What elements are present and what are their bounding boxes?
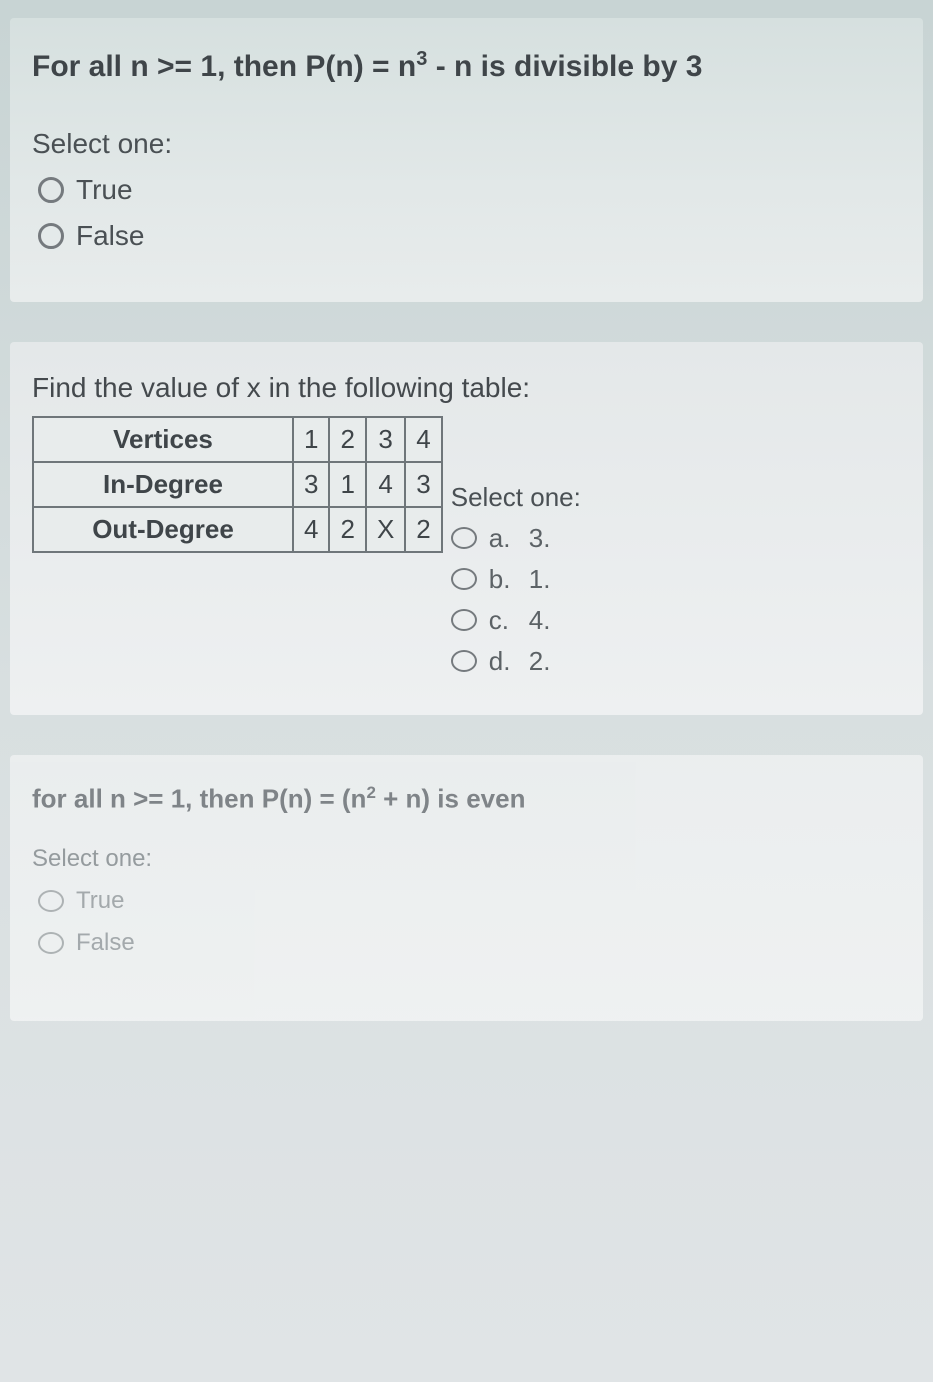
- q2-answer-block: Select one: a. 3. b. 1. c. 4.: [449, 482, 581, 687]
- radio-icon[interactable]: [38, 932, 64, 954]
- q1-option-label: False: [76, 220, 144, 252]
- table-cell: 4: [405, 417, 441, 462]
- table-cell: X: [366, 507, 405, 552]
- q3-title-prefix: for all n >= 1, then P(n) = (n: [32, 784, 366, 814]
- q1-option-true[interactable]: True: [38, 174, 901, 206]
- q3-option-label: True: [76, 887, 124, 915]
- q2-body: Vertices 1 2 3 4 In-Degree 3 1 4 3 Out-D…: [32, 416, 901, 687]
- q1-title-prefix: For all n >= 1, then P(n) = n: [32, 50, 416, 83]
- radio-icon[interactable]: [38, 177, 64, 203]
- question-2-title: Find the value of x in the following tab…: [32, 370, 901, 406]
- q2-prompt: Select one:: [451, 482, 581, 513]
- q1-option-label: True: [76, 174, 133, 206]
- q2-option-c[interactable]: c. 4.: [451, 605, 581, 636]
- option-value: 3.: [529, 523, 551, 554]
- q2-option-b[interactable]: b. 1.: [451, 564, 581, 595]
- row-header-outdegree: Out-Degree: [33, 507, 293, 552]
- q1-prompt: Select one:: [32, 128, 901, 160]
- option-value: 2.: [529, 646, 551, 677]
- table-cell: 2: [329, 507, 365, 552]
- radio-icon[interactable]: [38, 223, 64, 249]
- q3-options: True False: [38, 887, 901, 957]
- radio-icon[interactable]: [38, 890, 64, 912]
- q3-title-exp: 2: [366, 783, 375, 802]
- radio-icon[interactable]: [451, 568, 477, 590]
- radio-icon[interactable]: [451, 650, 477, 672]
- table-row: In-Degree 3 1 4 3: [33, 462, 442, 507]
- table-cell: 1: [293, 417, 329, 462]
- table-row: Vertices 1 2 3 4: [33, 417, 442, 462]
- q2-options: a. 3. b. 1. c. 4. d. 2.: [451, 523, 581, 677]
- table-cell: 4: [293, 507, 329, 552]
- row-header-indegree: In-Degree: [33, 462, 293, 507]
- degree-table: Vertices 1 2 3 4 In-Degree 3 1 4 3 Out-D…: [32, 416, 443, 553]
- radio-icon[interactable]: [451, 527, 477, 549]
- radio-icon[interactable]: [451, 609, 477, 631]
- q2-option-d[interactable]: d. 2.: [451, 646, 581, 677]
- q3-option-false[interactable]: False: [38, 929, 901, 957]
- option-value: 4.: [529, 605, 551, 636]
- option-letter: c.: [489, 605, 517, 636]
- table-cell: 4: [366, 462, 405, 507]
- q1-option-false[interactable]: False: [38, 220, 901, 252]
- q3-option-label: False: [76, 929, 135, 957]
- table-cell: 2: [329, 417, 365, 462]
- table-cell: 3: [405, 462, 441, 507]
- table-row: Out-Degree 4 2 X 2: [33, 507, 442, 552]
- table-cell: 3: [366, 417, 405, 462]
- q3-title-suffix: + n) is even: [376, 784, 526, 814]
- q1-options: True False: [38, 174, 901, 252]
- question-3-card: for all n >= 1, then P(n) = (n2 + n) is …: [10, 755, 923, 1021]
- q1-title-exp: 3: [416, 48, 427, 70]
- question-1-card: For all n >= 1, then P(n) = n3 - n is di…: [10, 18, 923, 302]
- q2-option-a[interactable]: a. 3.: [451, 523, 581, 554]
- question-3-title: for all n >= 1, then P(n) = (n2 + n) is …: [32, 783, 901, 815]
- option-letter: b.: [489, 564, 517, 595]
- option-letter: a.: [489, 523, 517, 554]
- table-cell: 2: [405, 507, 441, 552]
- option-letter: d.: [489, 646, 517, 677]
- q3-option-true[interactable]: True: [38, 887, 901, 915]
- question-1-title: For all n >= 1, then P(n) = n3 - n is di…: [32, 46, 901, 88]
- table-cell: 1: [329, 462, 365, 507]
- question-2-card: Find the value of x in the following tab…: [10, 342, 923, 715]
- row-header-vertices: Vertices: [33, 417, 293, 462]
- q1-title-suffix: - n is divisible by 3: [427, 50, 702, 83]
- table-cell: 3: [293, 462, 329, 507]
- option-value: 1.: [529, 564, 551, 595]
- q3-prompt: Select one:: [32, 845, 901, 873]
